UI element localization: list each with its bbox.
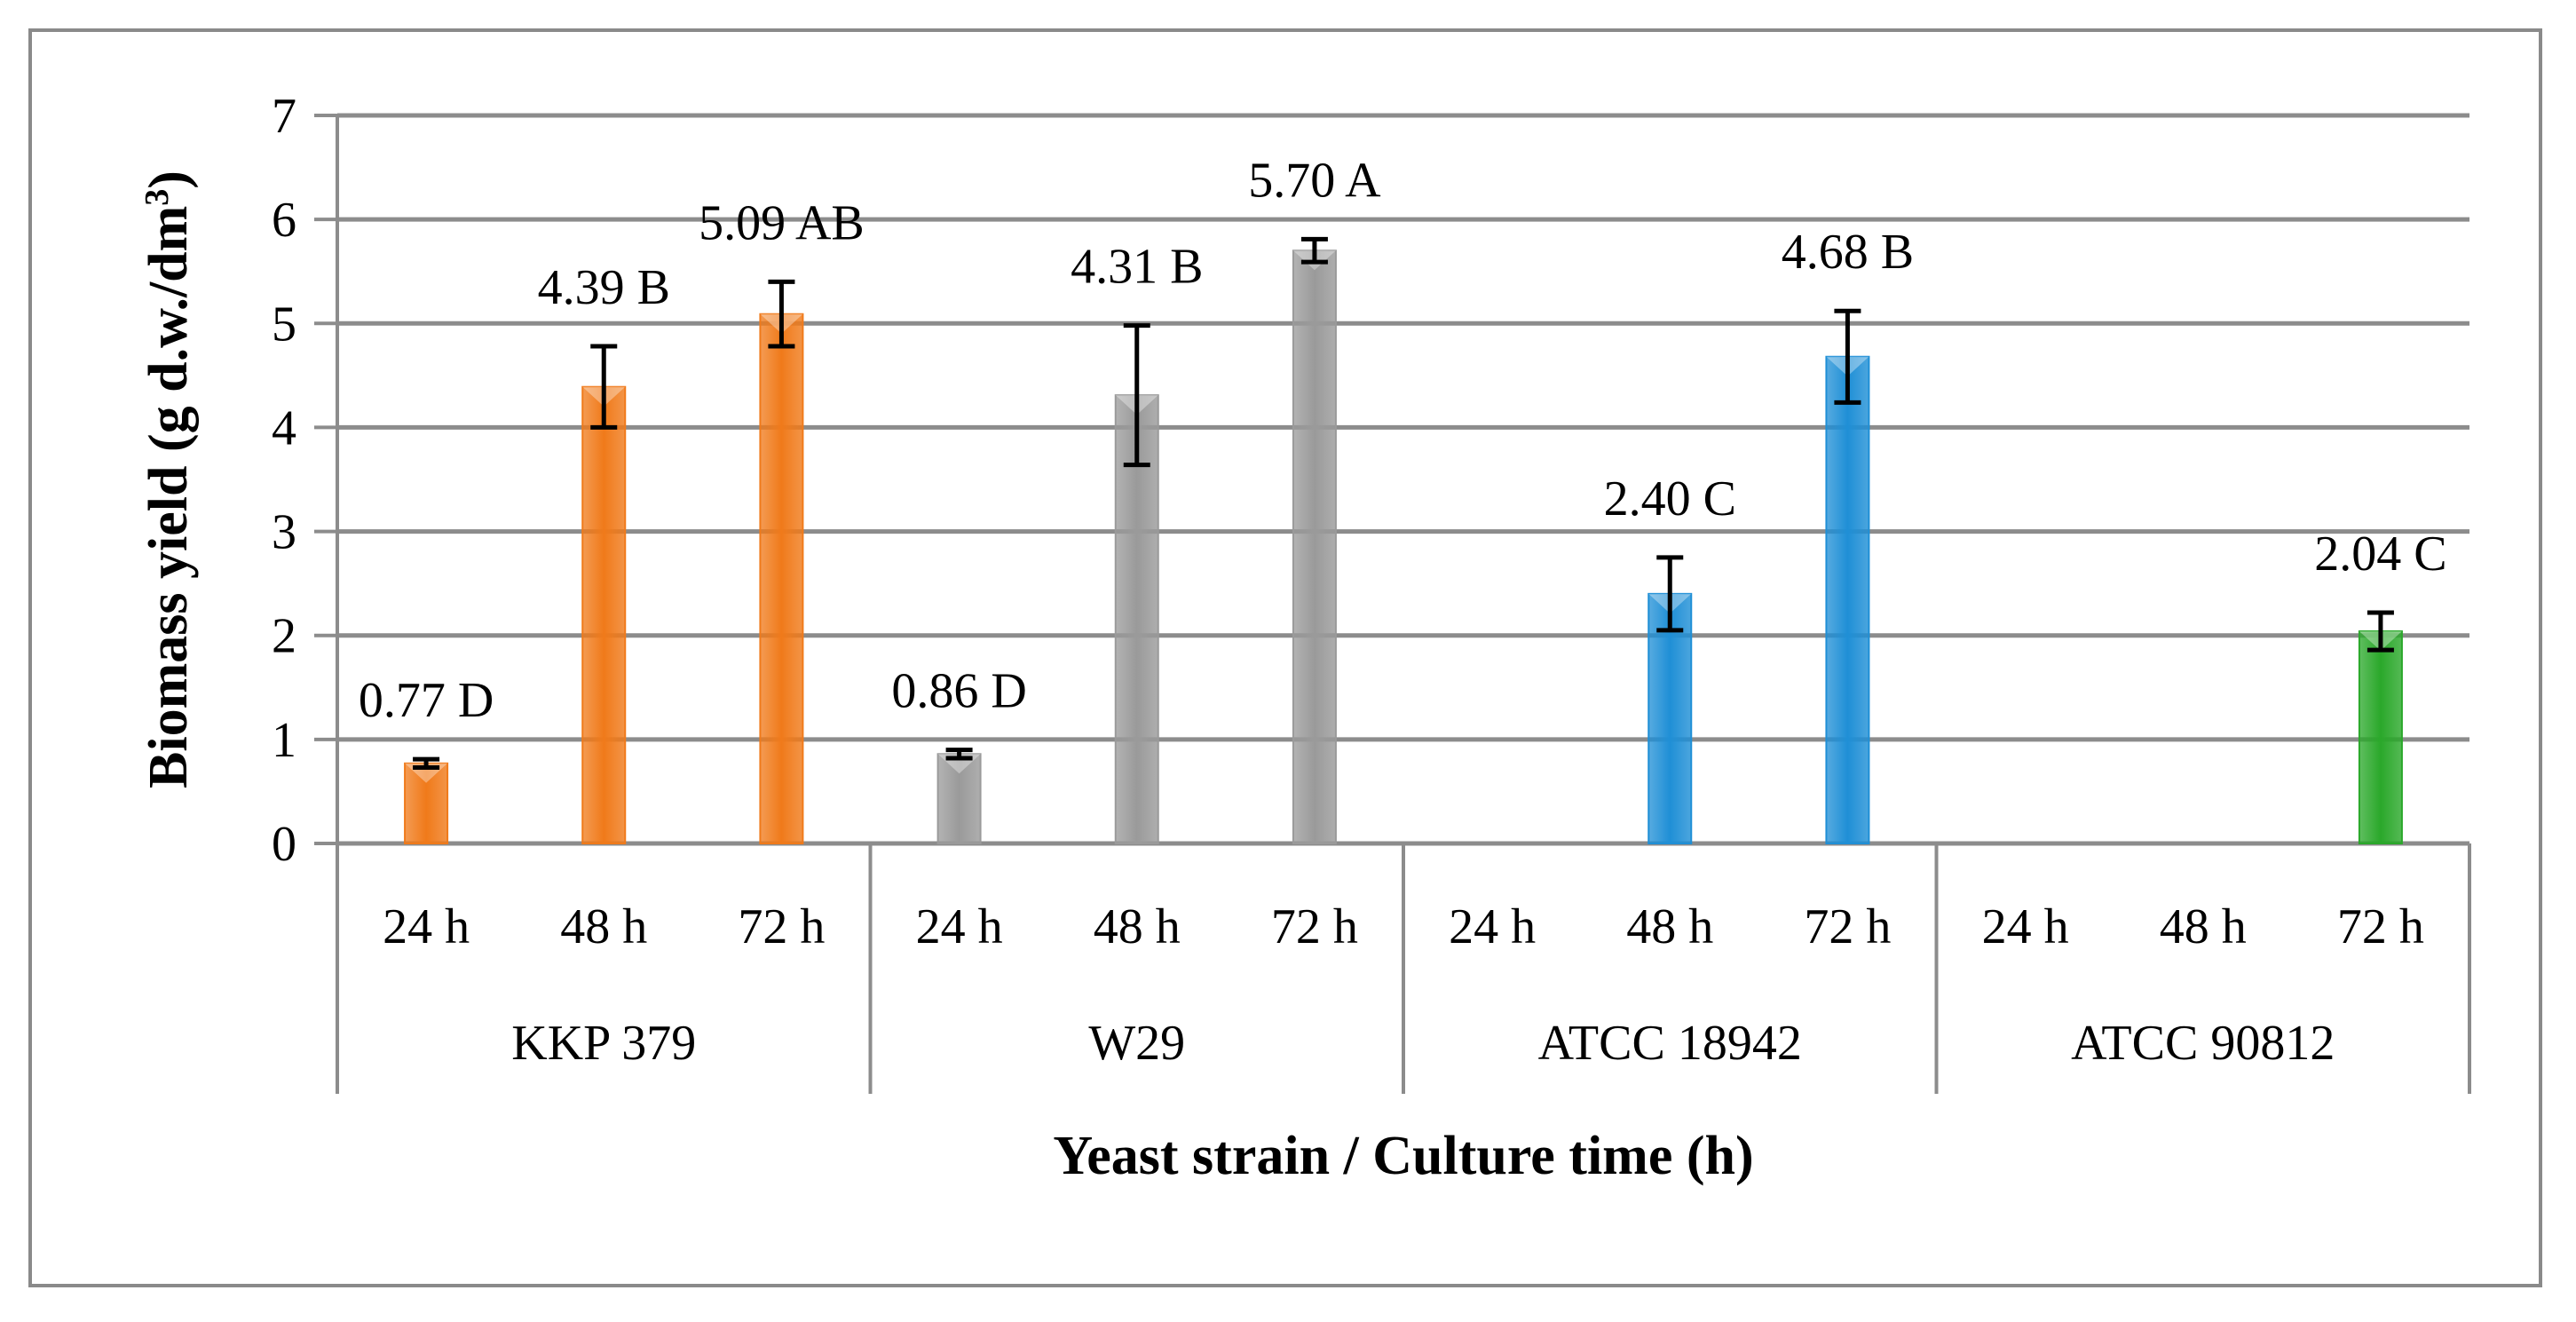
bar: [2358, 630, 2403, 844]
x-axis-title: Yeast strain / Culture time (h): [1053, 1126, 1753, 1186]
data-label: 0.77 D: [359, 673, 494, 728]
chart-frame: [28, 28, 2542, 1287]
group-label: ATCC 18942: [1538, 1016, 1802, 1071]
y-tick-labels: 0 1 2 3 4 5 6 7: [272, 89, 296, 872]
y-tick-label: 6: [272, 193, 296, 248]
bar: [1648, 592, 1693, 844]
y-tick-label: 2: [272, 609, 296, 664]
y-tick-label: 7: [272, 89, 296, 144]
data-labels: 0.77 D 4.39 B 5.09 AB 0.86 D 4.31 B 5.70 A 2.4…: [359, 153, 2447, 728]
y-tick-label: 4: [272, 400, 296, 455]
y-axis-title-main: Biomass yield (g d.w./dm: [138, 206, 199, 788]
bar: [1292, 249, 1337, 844]
axes: [314, 114, 2471, 1094]
error-bars: [413, 236, 2394, 770]
group-label: KKP 379: [511, 1016, 696, 1071]
data-label: 2.40 C: [1604, 471, 1736, 526]
group-label: W29: [1088, 1016, 1185, 1071]
bar: [404, 762, 449, 844]
time-label: 24 h: [916, 899, 1003, 954]
time-label: 48 h: [1094, 899, 1181, 954]
bars: [404, 249, 2403, 844]
y-tick-label: 0: [272, 817, 296, 872]
bar: [1825, 355, 1870, 844]
y-axis-title: Biomass yield (g d.w./dm3): [138, 170, 199, 788]
data-label: 4.31 B: [1071, 240, 1203, 295]
y-axis-title-end: ): [138, 170, 199, 189]
time-label: 24 h: [383, 899, 470, 954]
y-axis-title-superscript: 3: [138, 189, 176, 206]
y-tick-label: 3: [272, 505, 296, 560]
time-label: 24 h: [1449, 899, 1536, 954]
time-label: 72 h: [2337, 899, 2424, 954]
bar: [936, 753, 982, 844]
data-label: 5.70 A: [1248, 153, 1381, 208]
y-tick-label: 5: [272, 297, 296, 352]
time-label: 48 h: [2160, 899, 2247, 954]
data-label: 4.68 B: [1782, 225, 1914, 280]
data-label: 4.39 B: [538, 260, 670, 315]
time-label: 72 h: [1271, 899, 1358, 954]
gridlines: [337, 113, 2469, 846]
data-label: 5.09 AB: [699, 195, 865, 250]
time-label: 48 h: [560, 899, 647, 954]
group-label: ATCC 90812: [2071, 1016, 2335, 1071]
x-category-labels: KKP 379 24 h 48 h 72 h W29 24 h 48 h 72 h ATCC 1…: [383, 899, 2424, 1071]
bar: [759, 313, 804, 844]
time-label: 48 h: [1626, 899, 1713, 954]
time-label: 24 h: [1982, 899, 2069, 954]
time-label: 72 h: [1804, 899, 1891, 954]
data-label: 0.86 D: [891, 664, 1026, 719]
time-label: 72 h: [738, 899, 825, 954]
bar: [581, 385, 627, 844]
y-tick-label: 1: [272, 713, 296, 768]
data-label: 2.04 C: [2314, 526, 2446, 582]
